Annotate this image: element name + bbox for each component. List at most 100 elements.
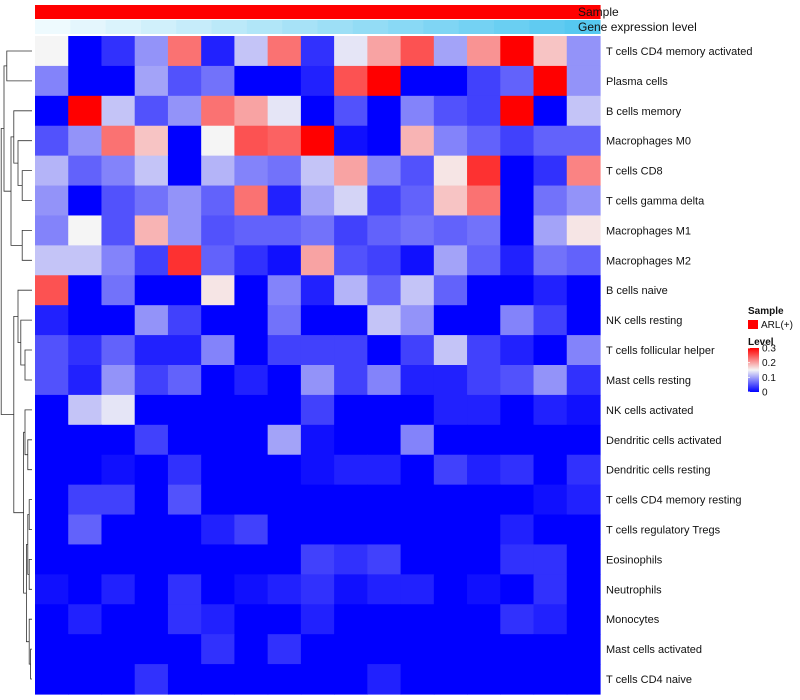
heatmap-cell: [201, 664, 236, 695]
heatmap-cell: [101, 305, 136, 336]
heatmap-cell: [334, 125, 368, 157]
dendrogram-branch: [21, 170, 32, 201]
heatmap-cell: [300, 245, 335, 276]
heatmap-cell: [201, 484, 236, 516]
heatmap-cell: [467, 484, 501, 516]
heatmap-cell: [234, 65, 269, 97]
heatmap-cell: [533, 424, 568, 456]
heatmap-cell: [68, 65, 103, 97]
heatmap-cell: [400, 484, 435, 516]
heatmap-cell: [467, 155, 501, 187]
heatmap-cell: [101, 65, 136, 97]
heatmap-cell: [201, 424, 236, 456]
dendrogram-branch: [13, 316, 24, 514]
heatmap-cell: [400, 65, 435, 97]
legend-sample-title: Sample: [748, 306, 784, 317]
heatmap-cell: [500, 634, 535, 665]
heatmap-cell: [566, 185, 601, 217]
heatmap-cell: [433, 664, 468, 695]
heatmap-cell: [467, 664, 501, 695]
heatmap-cell: [533, 365, 568, 396]
heatmap-cell: [134, 125, 169, 157]
heatmap-cell: [400, 155, 435, 187]
annotation-expression-cell: [388, 20, 425, 34]
heatmap-cell: [300, 365, 335, 396]
row-label: T cells follicular helper: [606, 345, 715, 357]
heatmap-cell: [201, 215, 236, 246]
heatmap-cell: [433, 36, 468, 67]
annotation-expression-cell: [70, 20, 107, 34]
heatmap-cell: [400, 215, 435, 246]
annotation-expression-cell: [494, 20, 530, 34]
heatmap-cell: [467, 65, 501, 97]
heatmap-cell: [433, 634, 468, 665]
annotation-expression-cell: [35, 20, 71, 34]
dendrogram-branch: [28, 499, 32, 530]
legend: Sample ARL(+) Level 0.3 0.2 0.1 0: [748, 306, 793, 399]
heatmap-cell: [35, 36, 69, 67]
heatmap-cell: [400, 634, 435, 665]
heatmap-cell: [68, 36, 103, 67]
heatmap-cell: [300, 125, 335, 157]
row-dendrogram: [0, 50, 32, 680]
heatmap-cell: [68, 394, 103, 426]
heatmap-cell: [201, 275, 236, 306]
heatmap-cell: [201, 544, 236, 575]
row-label: Plasma cells: [606, 76, 668, 88]
heatmap-cell: [267, 335, 302, 366]
heatmap-cell: [134, 305, 169, 336]
heatmap-cell: [134, 65, 169, 97]
heatmap-cell: [267, 36, 302, 67]
heatmap-cells: [35, 36, 601, 695]
row-label: Mast cells activated: [606, 644, 702, 656]
heatmap-cell: [566, 604, 601, 635]
heatmap-cell: [134, 36, 169, 67]
heatmap-cell: [500, 185, 535, 217]
heatmap-cell: [68, 574, 103, 605]
heatmap-cell: [500, 125, 535, 157]
legend-tick-label: 0.2: [762, 358, 776, 369]
heatmap-cell: [300, 36, 335, 67]
heatmap-cell: [167, 394, 202, 426]
heatmap-cell: [167, 634, 202, 665]
row-label: T cells CD8: [606, 166, 663, 178]
heatmap-cell: [400, 664, 435, 695]
heatmap-cell: [433, 305, 468, 336]
heatmap-cell: [35, 484, 69, 516]
heatmap-cell: [234, 125, 269, 157]
heatmap-cell: [367, 394, 402, 426]
heatmap-cell: [267, 514, 302, 546]
heatmap-cell: [167, 484, 202, 516]
heatmap-cell: [566, 305, 601, 336]
row-label: T cells CD4 memory resting: [606, 495, 742, 507]
heatmap-cell: [267, 275, 302, 306]
heatmap-cell: [167, 365, 202, 396]
heatmap-cell: [201, 514, 236, 546]
heatmap-cell: [35, 65, 69, 97]
dendrogram-branch: [24, 409, 32, 456]
row-label: B cells naive: [606, 285, 668, 297]
heatmap-cell: [267, 424, 302, 456]
heatmap-cell: [167, 95, 202, 127]
heatmap-cell: [300, 544, 335, 575]
heatmap-cell: [101, 454, 136, 486]
heatmap-cell: [201, 65, 236, 97]
heatmap-cell: [267, 185, 302, 217]
heatmap-cell: [300, 275, 335, 306]
heatmap-cell: [68, 544, 103, 575]
heatmap-cell: [400, 544, 435, 575]
heatmap-cell: [433, 185, 468, 217]
heatmap-cell: [433, 365, 468, 396]
heatmap-cell: [367, 245, 402, 276]
heatmap-cell: [300, 215, 335, 246]
heatmap-cell: [433, 155, 468, 187]
heatmap-cell: [367, 335, 402, 366]
heatmap-cell: [533, 275, 568, 306]
heatmap-cell: [101, 155, 136, 187]
heatmap-cell: [500, 65, 535, 97]
heatmap-cell: [467, 125, 501, 157]
heatmap-cell: [533, 305, 568, 336]
heatmap-cell: [334, 36, 368, 67]
dendrogram-branch: [27, 439, 32, 471]
heatmap-cell: [167, 155, 202, 187]
